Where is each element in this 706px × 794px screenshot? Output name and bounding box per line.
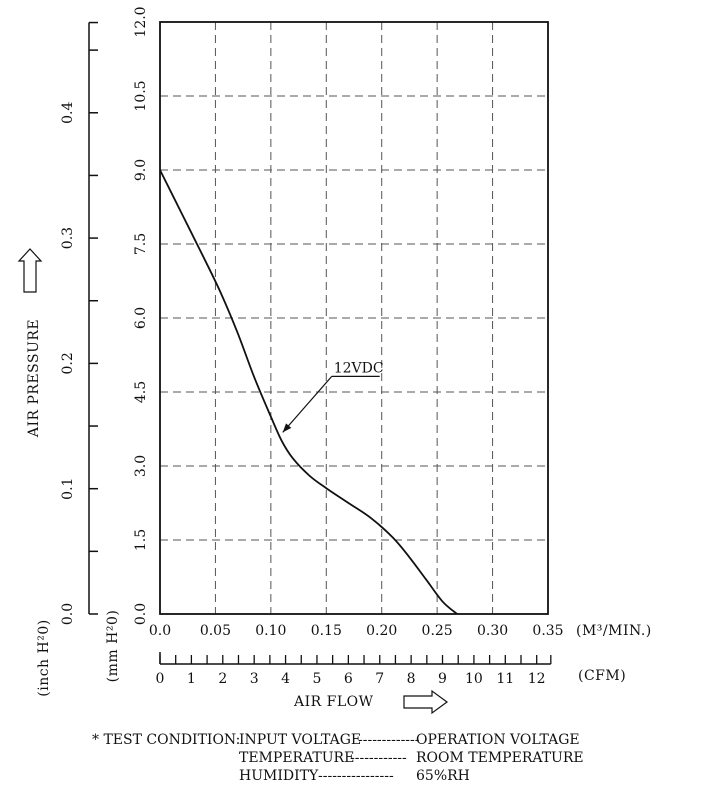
cfm-tick-label: 9 xyxy=(438,671,447,687)
right-arrow-icon xyxy=(403,689,449,715)
x-tick-label: 0.20 xyxy=(366,623,397,639)
mm-tick-labels: 0.0 1.5 3.0 4.5 6.0 7.5 9.0 10.5 12.0 xyxy=(133,6,149,625)
x-axis-title: AIR FLOW xyxy=(293,694,374,710)
cfm-tick-label: 4 xyxy=(281,671,290,687)
cfm-axis: 0 1 2 3 4 5 6 7 8 9 10 11 12 xyxy=(156,652,552,687)
mm-tick-label: 7.5 xyxy=(133,233,149,255)
cfm-tick-label: 1 xyxy=(187,671,196,687)
inch-tick-label: 0.2 xyxy=(60,352,76,374)
condition-key-temperature: TEMPERATURE xyxy=(239,750,354,766)
mm-tick-label: 1.5 xyxy=(133,529,149,551)
condition-dashes-temperature: ------------ xyxy=(350,750,407,766)
inch-tick-label: 0.1 xyxy=(60,478,76,500)
x-unit-primary: (M³/MIN.) xyxy=(576,623,652,639)
cfm-tick-label: 6 xyxy=(344,671,353,687)
series-line-12vdc xyxy=(159,169,458,615)
x-tick-label: 0.0 xyxy=(149,623,171,639)
mm-tick-label: 0.0 xyxy=(133,603,149,625)
x-tick-label: 0.35 xyxy=(532,623,563,639)
test-condition-title: * TEST CONDITION: xyxy=(92,732,240,748)
test-condition: * TEST CONDITION: INPUT VOLTAGE --------… xyxy=(92,732,584,784)
x-tick-label: 0.30 xyxy=(477,623,508,639)
condition-value-input-voltage: OPERATION VOLTAGE xyxy=(416,732,580,748)
y-unit-inch: (inch H²0) xyxy=(36,619,52,696)
condition-key-input-voltage: INPUT VOLTAGE xyxy=(239,732,361,748)
cfm-tick-label: 0 xyxy=(156,671,165,687)
cfm-tick-label: 2 xyxy=(218,671,227,687)
x-tick-label: 0.25 xyxy=(422,623,453,639)
cfm-tick-label: 3 xyxy=(250,671,259,687)
inch-tick-label: 0.4 xyxy=(60,102,76,124)
mm-tick-label: 12.0 xyxy=(133,6,149,37)
annotation-label: 12VDC xyxy=(334,360,384,376)
condition-key-humidity: HUMIDITY xyxy=(239,768,319,784)
mm-tick-label: 4.5 xyxy=(133,381,149,403)
mm-tick-label: 9.0 xyxy=(133,159,149,181)
annotation: 12VDC xyxy=(282,360,384,433)
condition-dashes-humidity: ---------------- xyxy=(318,768,394,784)
mm-tick-label: 6.0 xyxy=(133,307,149,329)
x-tick-label: 0.05 xyxy=(200,623,231,639)
cfm-tick-label: 12 xyxy=(528,671,546,687)
up-arrow-icon xyxy=(17,248,43,293)
condition-value-humidity: 65%RH xyxy=(416,768,470,784)
condition-value-temperature: ROOM TEMPERATURE xyxy=(416,750,584,766)
inch-tick-label: 0.3 xyxy=(60,227,76,249)
plot-frame xyxy=(159,21,549,615)
mm-tick-label: 3.0 xyxy=(133,455,149,477)
mm-tick-label: 10.5 xyxy=(133,80,149,111)
annotation-arrowhead xyxy=(282,423,292,433)
x-tick-labels: 0.0 0.05 0.10 0.15 0.20 0.25 0.30 0.35 xyxy=(149,623,564,639)
inch-axis: 0.0 0.1 0.2 0.3 0.4 xyxy=(60,21,98,625)
annotation-leader-line xyxy=(282,376,333,433)
y-axis-title: AIR PRESSURE xyxy=(26,319,42,438)
grid xyxy=(160,22,548,614)
x-unit-secondary: (CFM) xyxy=(578,668,626,684)
y-unit-mm: (mm H²0) xyxy=(105,610,121,683)
cfm-tick-label: 11 xyxy=(496,671,514,687)
condition-dashes-input-voltage: ------------- xyxy=(358,732,420,748)
x-tick-label: 0.15 xyxy=(311,623,342,639)
cfm-tick-label: 5 xyxy=(312,671,321,687)
x-tick-label: 0.10 xyxy=(255,623,286,639)
cfm-tick-label: 7 xyxy=(375,671,384,687)
cfm-tick-label: 10 xyxy=(465,671,483,687)
cfm-tick-label: 8 xyxy=(407,671,416,687)
inch-tick-label: 0.0 xyxy=(60,603,76,625)
